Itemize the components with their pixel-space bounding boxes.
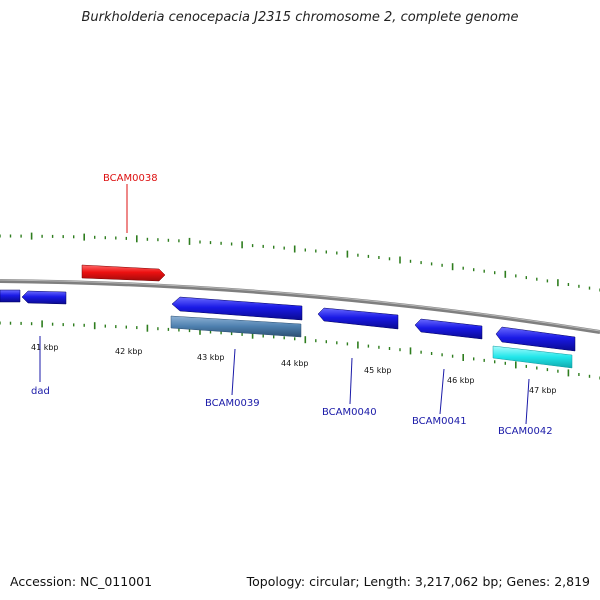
scale-label-47kbp: 47 kbp [529,386,557,395]
gene-bcam0038[interactable]: BCAM0038 [81,173,166,282]
gene-label-bcam0041[interactable]: BCAM0041 [412,416,467,427]
scale-label-45kbp: 45 kbp [364,366,392,375]
gene-highlight-bcam0042 [492,345,573,369]
gene-bcam0040[interactable]: BCAM0040 [317,307,399,418]
gene-label-dad[interactable]: dad [31,386,50,397]
gene-label-bcam0038[interactable]: BCAM0038 [103,173,158,184]
scale-label-44kbp: 44 kbp [281,359,309,368]
gene-leader-bcam0040 [349,357,353,405]
gene-label-bcam0042[interactable]: BCAM0042 [498,426,553,437]
scale-label-43kbp: 43 kbp [197,353,225,362]
gene-leader-bcam0041 [439,368,445,415]
gene-dad[interactable]: dad [21,290,67,397]
chromosome-backbone-highlight [0,279,600,332]
scale-labels: 41 kbp 42 kbp 43 kbp 44 kbp 45 kbp 46 kb… [31,343,557,395]
gene-bcam0039[interactable]: BCAM0039 [170,296,303,409]
gene-arrow-bcam0042[interactable] [495,326,576,352]
scale-label-46kbp: 46 kbp [447,376,475,385]
gene-arrow-bcam0039[interactable] [171,296,303,321]
outer-tick-track [0,232,600,292]
map-title: Burkholderia cenocepacia J2315 chromosom… [81,10,519,25]
gene-label-bcam0039[interactable]: BCAM0039 [205,398,260,409]
gene-arrow-dad[interactable] [21,290,67,305]
gene-arrow-bcam0040[interactable] [317,307,399,330]
gene-leader-bcam0042 [525,378,530,425]
scale-label-42kbp: 42 kbp [115,347,143,356]
gene-arrow-partial-left[interactable] [0,289,21,303]
accession-text: Accession: NC_011001 [10,574,153,589]
gene-partial-left[interactable] [0,289,21,303]
gene-leader-bcam0039 [231,348,236,396]
gene-bcam0041[interactable]: BCAM0041 [412,318,483,427]
gene-label-bcam0040[interactable]: BCAM0040 [322,407,377,418]
gene-arrow-bcam0041[interactable] [414,318,483,340]
genome-summary-text: Topology: circular; Length: 3,217,062 bp… [246,574,590,589]
scale-label-41kbp: 41 kbp [31,343,59,352]
gene-highlight-bcam0039 [170,315,302,338]
chromosome-backbone [0,279,600,334]
gene-arrow-bcam0038[interactable] [81,264,166,282]
gene-bcam0042[interactable]: BCAM0042 [492,326,576,437]
